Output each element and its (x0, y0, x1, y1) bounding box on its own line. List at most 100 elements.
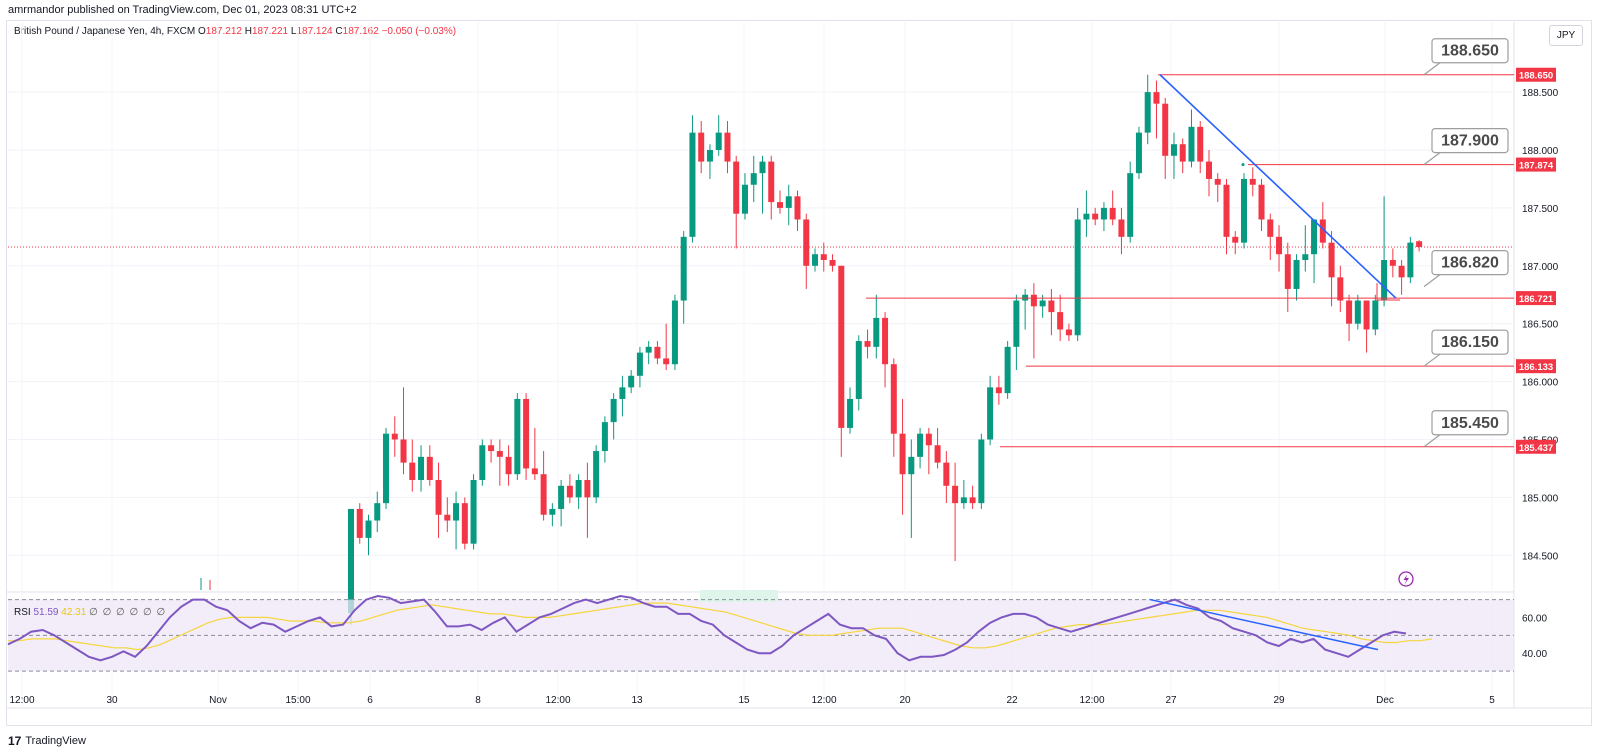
candle (584, 462, 591, 538)
candle (435, 462, 442, 538)
candle-body (812, 254, 819, 266)
candle (1276, 225, 1283, 272)
candle-body (794, 196, 801, 220)
candle (1267, 213, 1274, 260)
tradingview-logo-icon: 17 (8, 734, 22, 748)
candle-body (1319, 219, 1326, 243)
time-tick-label: 29 (1273, 695, 1285, 706)
candle-body (1197, 126, 1204, 162)
candle-body (444, 514, 451, 521)
level-price-tag (1516, 291, 1556, 306)
candle (934, 427, 941, 469)
candle (453, 491, 460, 550)
candle (1223, 178, 1230, 255)
candle-body (776, 202, 783, 208)
candle (601, 416, 608, 463)
support-resistance-level: 185.437 185.450 (1000, 410, 1556, 454)
time-tick-label: 12:00 (1079, 695, 1104, 706)
candle-body (934, 445, 941, 463)
candle-body (549, 508, 556, 515)
candle-body (1249, 178, 1256, 185)
candle-body (1109, 207, 1116, 220)
candle-body (566, 485, 573, 498)
trend-layer (1159, 74, 1397, 299)
price-tick-label: 188.500 (1522, 88, 1559, 99)
level-price-tag-label: 185.437 (1519, 443, 1553, 454)
candle (1197, 121, 1204, 174)
candle (523, 393, 530, 480)
candle-body (1258, 184, 1265, 220)
candle (671, 294, 678, 370)
candle (768, 155, 775, 220)
candle-body (1328, 242, 1335, 278)
time-tick-label: 20 (899, 695, 911, 706)
candle-body (1241, 178, 1248, 243)
price-trendline (1159, 74, 1397, 299)
candle (899, 398, 906, 515)
candle (741, 173, 748, 220)
candle-body (374, 503, 381, 521)
candle-body (400, 439, 407, 463)
candle-body (724, 132, 731, 162)
candle (1004, 341, 1011, 399)
candle-body (1162, 103, 1169, 156)
level-price-tag (1516, 67, 1556, 82)
candle (1337, 265, 1344, 313)
candle (1170, 132, 1177, 179)
ohlc-change: −0.050 (−0.03%) (381, 26, 457, 37)
candle-body (1267, 219, 1274, 237)
candle (1214, 173, 1221, 203)
rsi-overbought-fill (700, 590, 778, 602)
candle (812, 248, 819, 272)
candle-body (1389, 260, 1396, 266)
candle-body (1407, 242, 1414, 278)
flash-icon[interactable] (1398, 571, 1414, 587)
marker-dot (1241, 163, 1245, 167)
candle (1398, 260, 1405, 295)
candle-body (453, 503, 460, 521)
candle (1241, 173, 1248, 249)
candle (969, 485, 976, 509)
candle-body (838, 265, 845, 428)
candle (689, 115, 696, 243)
price-tick-label: 185.000 (1522, 493, 1559, 504)
candle (838, 265, 845, 457)
candle-body (654, 346, 661, 359)
candle-body (1144, 92, 1151, 133)
candle (1188, 109, 1195, 168)
candle (1144, 74, 1151, 145)
candle (1039, 294, 1046, 318)
candle-body (636, 352, 643, 376)
candle-body (365, 520, 372, 538)
callout-box (1431, 410, 1509, 436)
candle-body (864, 341, 871, 347)
candle (855, 335, 862, 411)
currency-button[interactable]: JPY (1549, 25, 1583, 46)
candle-body (750, 173, 757, 185)
candle-body (391, 433, 398, 440)
candle-body (1214, 178, 1221, 185)
candles-layer (200, 74, 1423, 625)
candle-body (829, 260, 836, 266)
candle (1293, 254, 1300, 301)
candle (558, 480, 565, 527)
candle (1232, 231, 1239, 255)
candle (1083, 190, 1090, 237)
candle-body (663, 358, 670, 365)
level-price-tag-label: 186.721 (1519, 294, 1554, 305)
candle-body (558, 485, 565, 509)
tradingview-brand[interactable]: 17 TradingView (8, 734, 86, 748)
candle (1363, 300, 1370, 353)
candle (873, 294, 880, 359)
time-tick-label: 22 (1006, 695, 1018, 706)
candle (663, 323, 670, 370)
candle (1057, 294, 1064, 342)
candle-body (488, 445, 495, 452)
rsi-value: 51.59 (33, 607, 59, 618)
level-price-tag-label: 188.650 (1519, 71, 1553, 82)
callout-label: 186.150 (1441, 334, 1499, 351)
candle (593, 445, 600, 504)
candle (785, 184, 792, 226)
candle-body (1381, 260, 1388, 301)
